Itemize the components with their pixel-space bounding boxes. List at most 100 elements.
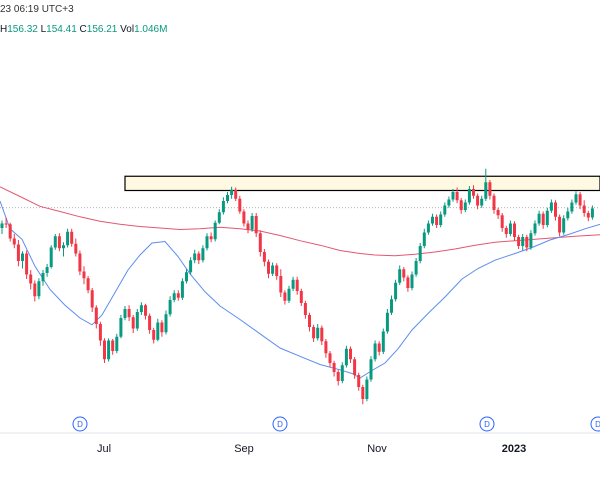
candle[interactable] <box>271 262 275 277</box>
candle[interactable] <box>541 211 545 229</box>
candle[interactable] <box>324 339 328 358</box>
candle[interactable] <box>340 362 344 384</box>
candle[interactable] <box>574 191 578 205</box>
candle[interactable] <box>242 209 246 227</box>
candle[interactable] <box>316 324 320 341</box>
candle[interactable] <box>185 269 188 284</box>
candle[interactable] <box>537 210 541 226</box>
candle[interactable] <box>566 207 570 221</box>
candle[interactable] <box>525 234 529 252</box>
candle[interactable] <box>279 269 283 297</box>
candle[interactable] <box>312 324 316 342</box>
candle[interactable] <box>258 230 262 257</box>
candle[interactable] <box>455 187 459 204</box>
candle[interactable] <box>402 267 406 282</box>
candle[interactable] <box>586 210 590 222</box>
candle[interactable] <box>533 220 537 236</box>
candle[interactable] <box>287 285 291 303</box>
candle[interactable] <box>127 305 131 321</box>
candle[interactable] <box>209 232 213 243</box>
candle[interactable] <box>94 305 98 329</box>
candle[interactable] <box>504 225 508 238</box>
candle[interactable] <box>254 213 258 237</box>
candle[interactable] <box>180 278 184 300</box>
candle[interactable] <box>90 288 94 312</box>
candle[interactable] <box>176 290 180 301</box>
candle[interactable] <box>381 328 385 355</box>
candle[interactable] <box>86 276 90 294</box>
candle[interactable] <box>135 309 139 331</box>
candle[interactable] <box>197 251 201 264</box>
candle[interactable] <box>291 276 295 291</box>
candle[interactable] <box>164 310 168 335</box>
candle[interactable] <box>205 233 209 251</box>
candle[interactable] <box>578 192 582 210</box>
dividend-marker[interactable]: D <box>72 416 88 432</box>
candle[interactable] <box>349 346 352 364</box>
candle[interactable] <box>193 249 197 264</box>
candle[interactable] <box>37 278 41 300</box>
candle[interactable] <box>33 280 37 302</box>
candle[interactable] <box>549 199 553 214</box>
candle[interactable] <box>213 220 217 242</box>
candle[interactable] <box>459 198 463 214</box>
candle[interactable] <box>111 339 115 355</box>
candle[interactable] <box>480 195 484 208</box>
candle[interactable] <box>463 199 467 213</box>
candle[interactable] <box>570 199 574 214</box>
candle[interactable] <box>172 290 176 303</box>
candle[interactable] <box>217 209 221 225</box>
candle[interactable] <box>299 288 303 306</box>
candle[interactable] <box>144 303 147 320</box>
candle[interactable] <box>484 168 488 201</box>
candle[interactable] <box>160 320 164 337</box>
candle[interactable] <box>447 196 451 208</box>
candle[interactable] <box>582 200 586 217</box>
candle[interactable] <box>66 228 70 248</box>
candle[interactable] <box>295 276 299 295</box>
candle[interactable] <box>435 214 439 229</box>
candle[interactable] <box>62 242 65 257</box>
candle[interactable] <box>513 221 516 241</box>
candle[interactable] <box>377 341 381 356</box>
candle[interactable] <box>521 234 525 251</box>
candle[interactable] <box>0 220 4 235</box>
candle[interactable] <box>545 207 549 228</box>
candle[interactable] <box>70 228 74 247</box>
candle[interactable] <box>451 189 455 202</box>
candle[interactable] <box>558 214 562 237</box>
candle[interactable] <box>500 213 504 232</box>
candle[interactable] <box>267 259 270 279</box>
candle[interactable] <box>353 357 357 379</box>
candle[interactable] <box>189 257 193 275</box>
candle[interactable] <box>517 234 521 249</box>
candle[interactable] <box>344 345 348 368</box>
candle[interactable] <box>103 338 106 363</box>
candle[interactable] <box>230 186 234 199</box>
candle[interactable] <box>12 234 16 249</box>
candle[interactable] <box>439 211 443 228</box>
dividend-marker[interactable]: D <box>272 416 288 432</box>
candle[interactable] <box>107 338 111 362</box>
candle[interactable] <box>443 202 447 217</box>
candle[interactable] <box>414 258 418 277</box>
candle[interactable] <box>554 200 557 221</box>
candle[interactable] <box>25 250 29 280</box>
candle[interactable] <box>45 264 49 277</box>
candle[interactable] <box>21 251 24 269</box>
candle[interactable] <box>139 302 143 315</box>
dividend-marker[interactable]: D <box>479 416 495 432</box>
candle[interactable] <box>406 275 410 292</box>
candle[interactable] <box>361 384 365 405</box>
candle[interactable] <box>418 243 422 264</box>
candle[interactable] <box>357 372 361 391</box>
candle[interactable] <box>275 263 279 280</box>
candle[interactable] <box>488 180 492 200</box>
candle[interactable] <box>390 295 393 316</box>
candle[interactable] <box>529 230 533 250</box>
candle[interactable] <box>365 376 369 402</box>
candle[interactable] <box>98 321 102 346</box>
candle[interactable] <box>82 266 86 285</box>
candle[interactable] <box>156 318 160 342</box>
candle[interactable] <box>115 333 119 354</box>
